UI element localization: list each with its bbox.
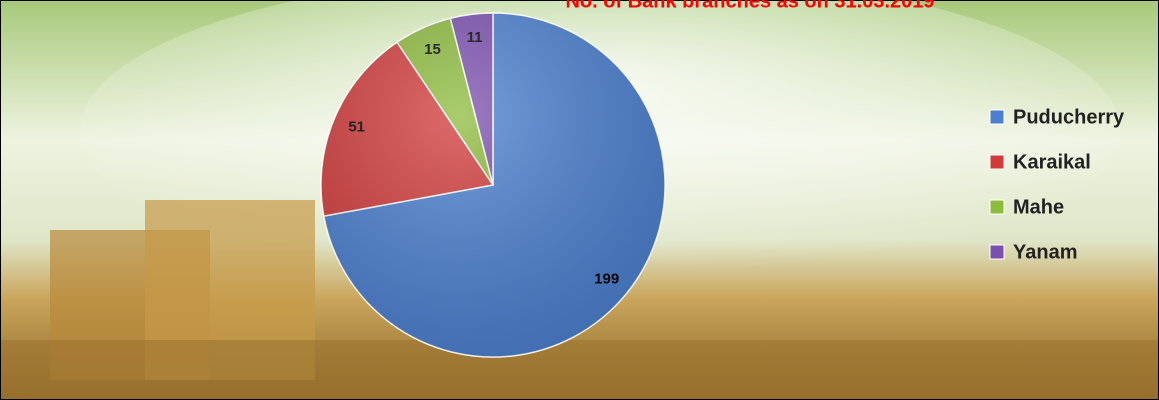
legend-label: Yanam — [1013, 241, 1077, 263]
legend-swatch — [990, 155, 1004, 169]
data-label: 11 — [467, 29, 483, 46]
legend-label: Karaikal — [1013, 151, 1091, 173]
coins — [0, 340, 1159, 400]
legend-label: Mahe — [1013, 196, 1064, 218]
legend-swatch — [990, 245, 1004, 259]
data-label: 199 — [594, 271, 619, 288]
legend-swatch — [990, 110, 1004, 124]
legend-label: Puducherry — [1013, 106, 1125, 128]
page: No. of Bank branches as on 31.03.2019 19… — [0, 0, 1159, 400]
chart-title: No. of Bank branches as on 31.03.2019 — [565, 0, 934, 12]
legend-swatch — [990, 200, 1004, 214]
pie: 199 51 15 11 — [321, 13, 665, 357]
data-label: 15 — [424, 41, 441, 58]
data-label: 51 — [348, 119, 365, 136]
chart: No. of Bank branches as on 31.03.2019 19… — [0, 0, 1159, 400]
